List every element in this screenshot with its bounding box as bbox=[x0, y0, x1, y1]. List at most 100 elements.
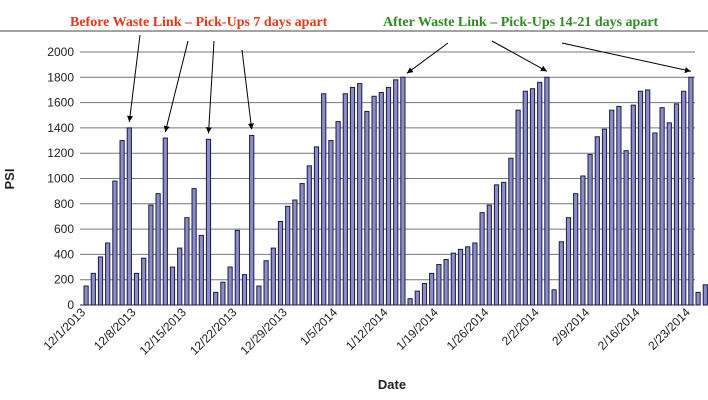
bar bbox=[263, 260, 269, 306]
y-tick-label: 1000 bbox=[47, 172, 74, 186]
bar bbox=[594, 136, 600, 306]
bar bbox=[609, 109, 615, 306]
bar bbox=[565, 217, 572, 306]
y-tick-label: 600 bbox=[54, 222, 74, 236]
bar bbox=[652, 132, 658, 306]
bar bbox=[515, 109, 521, 306]
bar bbox=[177, 247, 183, 306]
y-tick-label: 200 bbox=[54, 273, 74, 287]
bar bbox=[133, 272, 140, 306]
bar bbox=[119, 140, 125, 306]
bar bbox=[148, 204, 154, 306]
bar bbox=[645, 89, 651, 306]
y-axis-title: PSI bbox=[2, 169, 17, 190]
bar bbox=[486, 204, 492, 306]
bar bbox=[213, 291, 219, 306]
x-tick-label: 1/26/2014 bbox=[444, 305, 492, 353]
bar bbox=[112, 180, 118, 306]
bar bbox=[580, 175, 586, 306]
bar bbox=[436, 264, 442, 306]
bar bbox=[234, 229, 240, 306]
bar bbox=[529, 88, 536, 306]
bar bbox=[191, 188, 197, 306]
annotation-arrows bbox=[127, 34, 692, 134]
y-tick-label: 2000 bbox=[47, 45, 74, 59]
bar bbox=[277, 221, 284, 306]
bar bbox=[457, 248, 464, 306]
bar bbox=[335, 121, 341, 306]
bar bbox=[573, 193, 579, 306]
bar bbox=[393, 79, 399, 306]
bar bbox=[630, 104, 636, 306]
bar bbox=[666, 122, 672, 306]
x-tick-label: 12/22/2013 bbox=[187, 305, 240, 358]
bar bbox=[105, 242, 111, 306]
bar bbox=[371, 95, 377, 306]
x-tick-label: 12/15/2013 bbox=[137, 305, 190, 358]
bar bbox=[537, 81, 543, 306]
y-tick-label: 800 bbox=[54, 197, 74, 211]
bar bbox=[328, 140, 334, 306]
bar bbox=[407, 298, 413, 306]
bar bbox=[162, 137, 168, 306]
bar bbox=[450, 252, 456, 306]
y-tick-label: 1800 bbox=[47, 70, 74, 84]
x-tick-label: 12/8/2013 bbox=[91, 305, 139, 353]
bar bbox=[205, 138, 212, 306]
bar bbox=[169, 266, 176, 306]
bar bbox=[623, 150, 629, 306]
bar bbox=[285, 205, 291, 306]
x-tick-label: 1/19/2014 bbox=[393, 305, 441, 353]
bar bbox=[357, 83, 363, 306]
bar bbox=[141, 257, 147, 306]
y-tick-label: 1200 bbox=[47, 146, 74, 160]
x-tick-label: 1/5/2014 bbox=[297, 305, 340, 348]
bar bbox=[299, 183, 305, 306]
x-tick-label: 2/2/2014 bbox=[499, 305, 542, 348]
bar bbox=[256, 285, 262, 306]
y-tick-label: 0 bbox=[67, 298, 74, 312]
bar bbox=[414, 290, 420, 306]
x-axis-title: Date bbox=[378, 377, 406, 392]
bar bbox=[241, 274, 248, 306]
bar bbox=[472, 242, 478, 306]
bar bbox=[587, 153, 593, 306]
bar bbox=[342, 93, 348, 306]
x-tick-label: 2/23/2014 bbox=[645, 305, 693, 353]
bar bbox=[378, 91, 384, 306]
before-arrow-4 bbox=[241, 49, 254, 130]
bar bbox=[249, 134, 255, 306]
bar bbox=[702, 284, 708, 306]
bar bbox=[198, 234, 204, 306]
before-arrow-3 bbox=[205, 40, 215, 134]
bar bbox=[83, 285, 89, 306]
bar bbox=[90, 272, 96, 306]
bar bbox=[400, 76, 406, 306]
after-arrow-1 bbox=[406, 42, 449, 74]
bar bbox=[508, 157, 514, 306]
x-axis-ticks: 12/1/2013 12/8/201312/15/201312/22/201312… bbox=[41, 305, 694, 358]
bar bbox=[321, 93, 327, 306]
after-arrow-2 bbox=[491, 40, 548, 72]
bar bbox=[659, 107, 665, 306]
bar bbox=[544, 76, 550, 306]
bar bbox=[429, 272, 435, 306]
bar bbox=[522, 90, 528, 306]
bar bbox=[551, 289, 557, 306]
x-tick-label: 2/9/2014 bbox=[549, 305, 592, 348]
bar bbox=[479, 212, 485, 306]
y-axis-ticks: 0 200 400 600 800 1000 1200 1400 1600 1800 2000 bbox=[47, 45, 74, 312]
before-arrow-2 bbox=[163, 40, 189, 133]
y-tick-label: 1400 bbox=[47, 121, 74, 135]
bar bbox=[97, 256, 104, 306]
bar bbox=[637, 90, 644, 306]
bar bbox=[695, 291, 701, 306]
before-waste-link-annotation: Before Waste Link – Pick-Ups 7 days apar… bbox=[70, 15, 328, 30]
bar bbox=[184, 217, 190, 306]
bar bbox=[443, 258, 449, 306]
bar bbox=[493, 184, 500, 306]
bar bbox=[227, 266, 233, 306]
bar bbox=[126, 127, 132, 306]
bar bbox=[313, 146, 320, 306]
